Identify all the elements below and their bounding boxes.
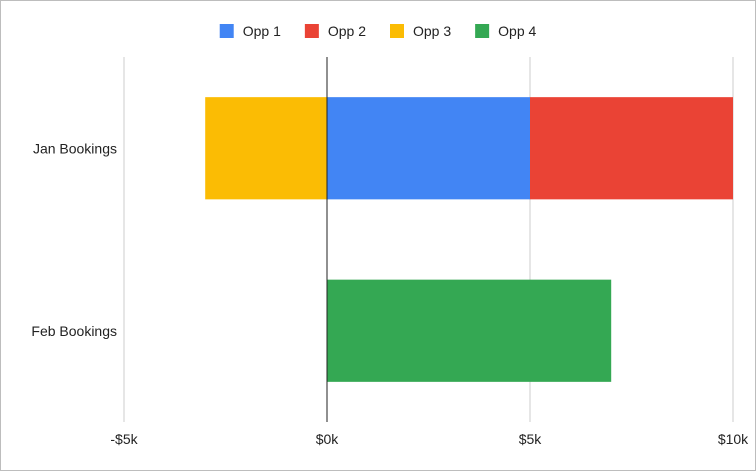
x-tick-label-5k: $5k bbox=[519, 431, 543, 447]
legend: Opp 1 Opp 2 Opp 3 Opp 4 bbox=[219, 23, 536, 39]
legend-swatch-opp-4 bbox=[475, 24, 490, 38]
bar-feb-bookings-opp-4[interactable] bbox=[327, 279, 612, 382]
legend-label-opp-4: Opp 4 bbox=[498, 23, 536, 39]
legend-item-opp-1[interactable]: Opp 1 bbox=[219, 23, 281, 39]
bar-jan-bookings-opp-3[interactable] bbox=[205, 97, 327, 200]
category-label-jan-bookings: Jan Bookings bbox=[33, 140, 117, 156]
legend-label-opp-3: Opp 3 bbox=[413, 23, 451, 39]
x-tick-label-0k: $0k bbox=[316, 431, 340, 447]
legend-swatch-opp-3 bbox=[390, 24, 404, 38]
bar-jan-bookings-opp-1[interactable] bbox=[327, 97, 530, 200]
x-tick-labels: -$5k $0k $5k $10k bbox=[110, 431, 749, 447]
legend-swatch-opp-1 bbox=[219, 24, 234, 38]
bars bbox=[205, 97, 733, 382]
category-label-feb-bookings: Feb Bookings bbox=[31, 323, 117, 339]
x-tick-label-10k: $10k bbox=[718, 431, 749, 447]
category-labels: Jan Bookings Feb Bookings bbox=[31, 140, 117, 339]
bar-jan-bookings-opp-2[interactable] bbox=[530, 97, 733, 200]
x-tick-label-5k: -$5k bbox=[110, 431, 138, 447]
legend-label-opp-2: Opp 2 bbox=[328, 23, 366, 39]
legend-label-opp-1: Opp 1 bbox=[243, 23, 281, 39]
legend-item-opp-4[interactable]: Opp 4 bbox=[475, 23, 536, 39]
legend-item-opp-2[interactable]: Opp 2 bbox=[304, 23, 366, 39]
legend-item-opp-3[interactable]: Opp 3 bbox=[390, 23, 451, 39]
legend-swatch-opp-2 bbox=[304, 24, 319, 38]
